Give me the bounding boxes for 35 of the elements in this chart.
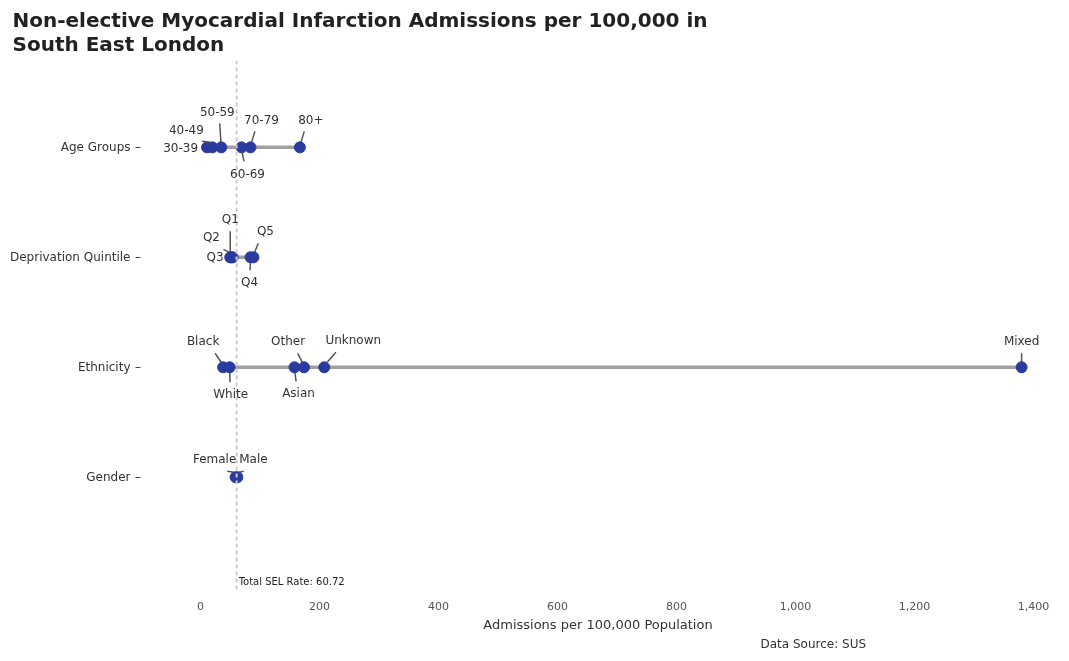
series-label: Male [239,452,268,467]
series-label: Female [192,452,237,467]
series-label: Q5 [256,224,275,239]
x-tick-label: 400 [428,599,449,613]
series-label: Other [270,334,306,349]
source-note: Data Source: SUS [760,636,867,651]
text: Q1 [221,212,239,227]
x-tick-label: 800 [666,599,687,613]
x-tick-label: 1,400 [1017,599,1050,613]
series-label: Asian [282,386,315,401]
x-tick-label: 200 [309,599,330,613]
y-tick-label: Age Groups [60,140,131,155]
series-label: Unknown [325,333,382,348]
x-axis-title: Admissions per 100,000 Population [483,616,713,632]
series-label: White [213,387,249,402]
series-label: 40-49 [168,122,204,137]
series-label: 70-79 [244,112,279,127]
series-label: 30-39 [163,140,199,155]
ref-line-label: Total SEL Rate: 60.72 [237,575,345,587]
text: 50-59 [199,104,235,119]
series-label: 80+ [298,112,324,127]
y-tick-label: Deprivation Quintile [9,250,131,265]
series-label: Black [186,334,220,349]
x-tick-label: 1,200 [898,599,931,613]
x-tick-label: 0 [197,599,204,613]
y-tick-label: Ethnicity [77,360,131,375]
series-label: 60-69 [230,166,265,181]
series-label: Q4 [240,275,259,290]
x-tick-label: 1,000 [779,599,812,613]
x-tick-label: 600 [547,599,568,613]
series-label: Q2 [202,230,220,245]
series-label: Q3 [206,250,224,265]
y-tick-label: Gender [86,470,131,485]
series-label: Mixed [1003,334,1040,349]
chart-title: Non-elective Myocardial Infarction Admissions per 100,000 in South East London [12,7,708,56]
